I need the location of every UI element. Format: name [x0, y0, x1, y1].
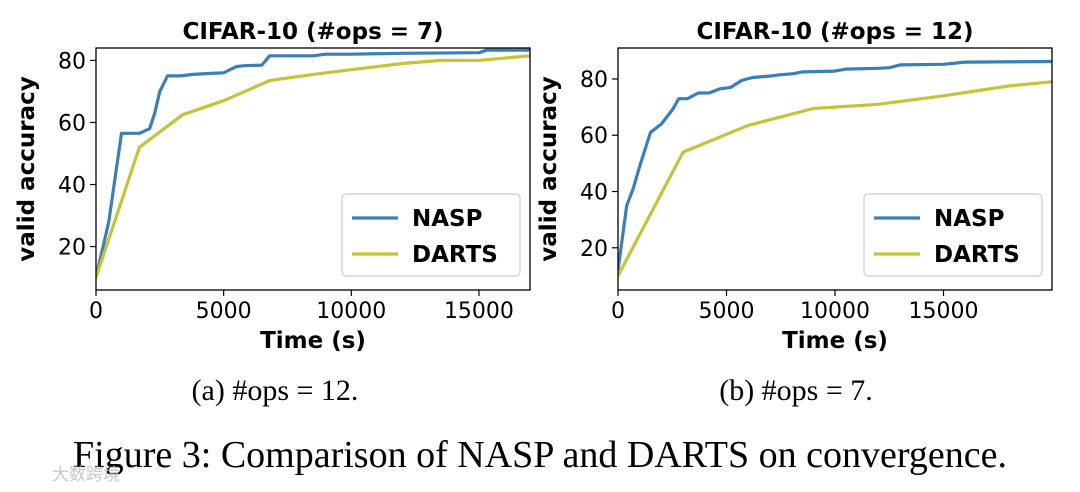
y-tick-label: 60 [58, 111, 86, 136]
subcaption-b: (b) #ops = 7. [719, 374, 873, 407]
chart-panel-b: CIFAR-10 (#ops = 12) 0 5000 10000 15000 20 40 6… [536, 19, 1053, 354]
series-line-nasp [96, 48, 530, 278]
y-tick-label: 80 [58, 49, 86, 74]
x-tick-label: 5000 [196, 299, 252, 324]
y-tick-label: 40 [580, 181, 608, 206]
y-axis-label: valid accuracy [536, 76, 562, 261]
x-axis-label: Time (s) [782, 328, 888, 354]
legend-label-darts: DARTS [412, 242, 498, 268]
x-tick-label: 15000 [909, 299, 979, 324]
legend-label-nasp: NASP [412, 206, 482, 232]
series-line-darts [618, 80, 1052, 277]
x-axis-label: Time (s) [260, 328, 366, 354]
chart-title: CIFAR-10 (#ops = 7) [182, 19, 443, 45]
chart-title: CIFAR-10 (#ops = 12) [696, 19, 973, 45]
x-tick-label: 15000 [444, 299, 514, 324]
chart-panel-a: CIFAR-10 (#ops = 7) 0 5000 10000 15000 20 40 60… [14, 19, 531, 354]
watermark: 大数跨境 [52, 465, 120, 485]
x-tick-label: 10000 [316, 299, 386, 324]
y-tick-label: 20 [580, 237, 608, 262]
legend-label-darts: DARTS [934, 242, 1020, 268]
y-tick-label: 80 [580, 68, 608, 93]
subcaption-a: (a) #ops = 12. [192, 374, 359, 407]
x-tick-label: 5000 [699, 299, 755, 324]
legend: NASP DARTS [341, 193, 521, 277]
y-axis-label: valid accuracy [14, 76, 40, 261]
y-tick-label: 40 [58, 174, 86, 199]
x-tick-label: 0 [611, 299, 625, 324]
y-tick-label: 60 [580, 124, 608, 149]
y-tick-label: 20 [58, 236, 86, 261]
series-line-darts [96, 54, 530, 279]
legend: NASP DARTS [863, 193, 1043, 277]
legend-label-nasp: NASP [934, 206, 1004, 232]
figure-caption: Figure 3: Comparison of NASP and DARTS o… [73, 434, 1007, 476]
series-line-nasp [618, 59, 1052, 271]
x-tick-label: 0 [89, 299, 103, 324]
plot-frame [95, 47, 531, 291]
x-tick-label: 10000 [800, 299, 870, 324]
